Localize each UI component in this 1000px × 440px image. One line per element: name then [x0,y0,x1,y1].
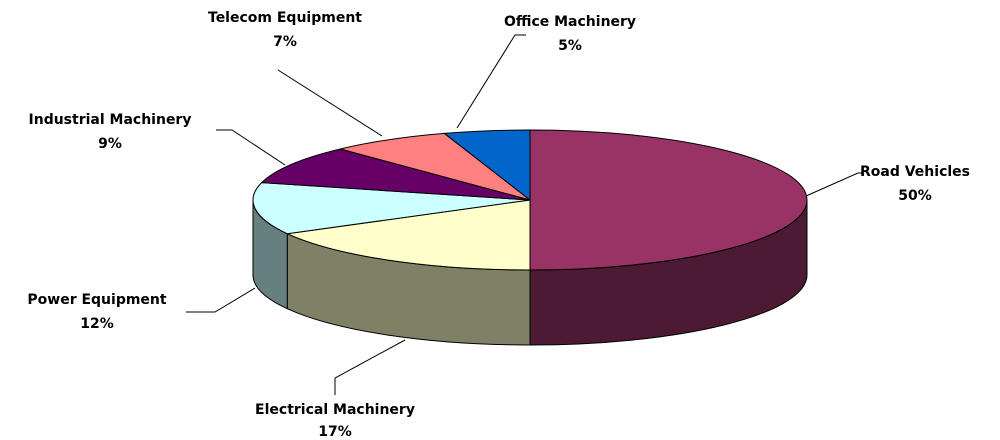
slice [252,182,531,235]
value-label: 5% [558,38,582,54]
leader-line [805,172,862,197]
slice [285,199,531,271]
slice-label: Industrial Machinery [29,112,192,128]
value-label: 9% [98,136,122,152]
labels: Road Vehicles 50% Electrical Machinery 1… [27,10,970,440]
slice-label: Electrical Machinery [255,402,415,418]
slice [529,129,808,271]
leader-line [216,129,286,166]
slice-label: Power Equipment [27,292,167,308]
value-label: 50% [898,188,932,204]
value-label: 12% [80,316,114,332]
slice-label: Office Machinery [504,14,636,30]
slice [340,132,531,201]
slice [443,129,531,202]
pie [252,129,808,346]
slice-label: Telecom Equipment [208,10,362,26]
leader-line [456,34,526,129]
leader-line [277,69,383,137]
slice [260,148,531,201]
leader-line [186,287,256,313]
value-label: 17% [318,424,352,440]
leader-line [334,339,406,395]
slice-label: Road Vehicles [860,164,970,180]
leader-lines [186,34,862,395]
value-label: 7% [273,34,297,50]
